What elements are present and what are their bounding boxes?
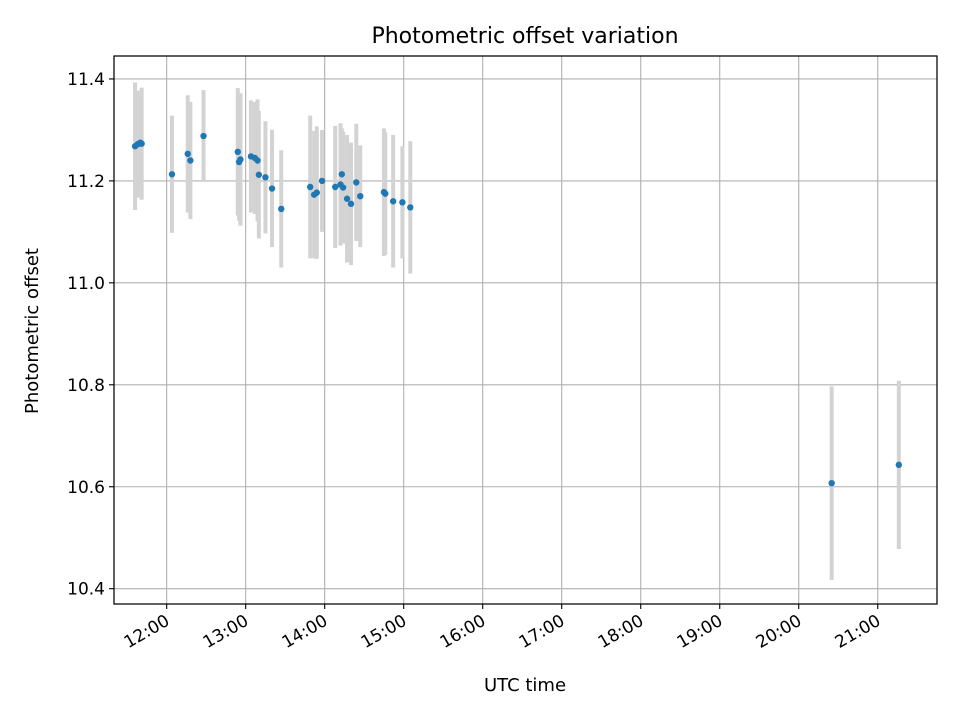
data-point — [200, 132, 207, 140]
y-tick-label: 10.8 — [67, 376, 105, 396]
data-point — [332, 183, 339, 191]
data-point — [347, 200, 355, 208]
y-tick-label: 10.4 — [67, 580, 105, 600]
data-points — [131, 132, 903, 487]
data-point — [389, 198, 397, 205]
data-point — [187, 157, 194, 164]
y-tick-label: 11.2 — [67, 172, 105, 192]
data-point — [184, 150, 191, 158]
data-point — [268, 185, 276, 192]
x-axis-label: UTC time — [484, 675, 566, 696]
data-point — [307, 183, 314, 191]
data-point — [313, 189, 320, 196]
data-point — [407, 204, 414, 211]
data-point — [399, 199, 406, 206]
y-tick-label: 11.4 — [67, 70, 105, 90]
data-point — [234, 148, 241, 156]
data-point — [255, 171, 263, 178]
data-point — [895, 461, 903, 469]
data-point — [262, 174, 269, 181]
y-axis-ticks: 10.4 10.6 10.8 11.0 11.2 11.4 — [67, 70, 114, 600]
data-point — [353, 179, 360, 186]
data-point — [382, 190, 389, 197]
data-point — [237, 156, 244, 163]
data-point — [318, 177, 326, 185]
data-point — [168, 171, 176, 178]
plot-area-frame — [113, 55, 938, 605]
data-point — [343, 195, 351, 202]
data-point — [828, 479, 835, 487]
data-point — [138, 140, 145, 147]
data-point — [338, 171, 346, 178]
y-tick-label: 10.6 — [67, 478, 105, 498]
chart-title: Photometric offset variation — [371, 24, 678, 49]
data-point — [278, 205, 285, 213]
data-point — [357, 192, 364, 200]
data-point — [254, 157, 261, 164]
data-point — [339, 184, 347, 191]
grid-lines — [114, 56, 937, 604]
y-axis-label: Photometric offset — [22, 248, 43, 414]
y-tick-label: 11.0 — [67, 274, 105, 294]
